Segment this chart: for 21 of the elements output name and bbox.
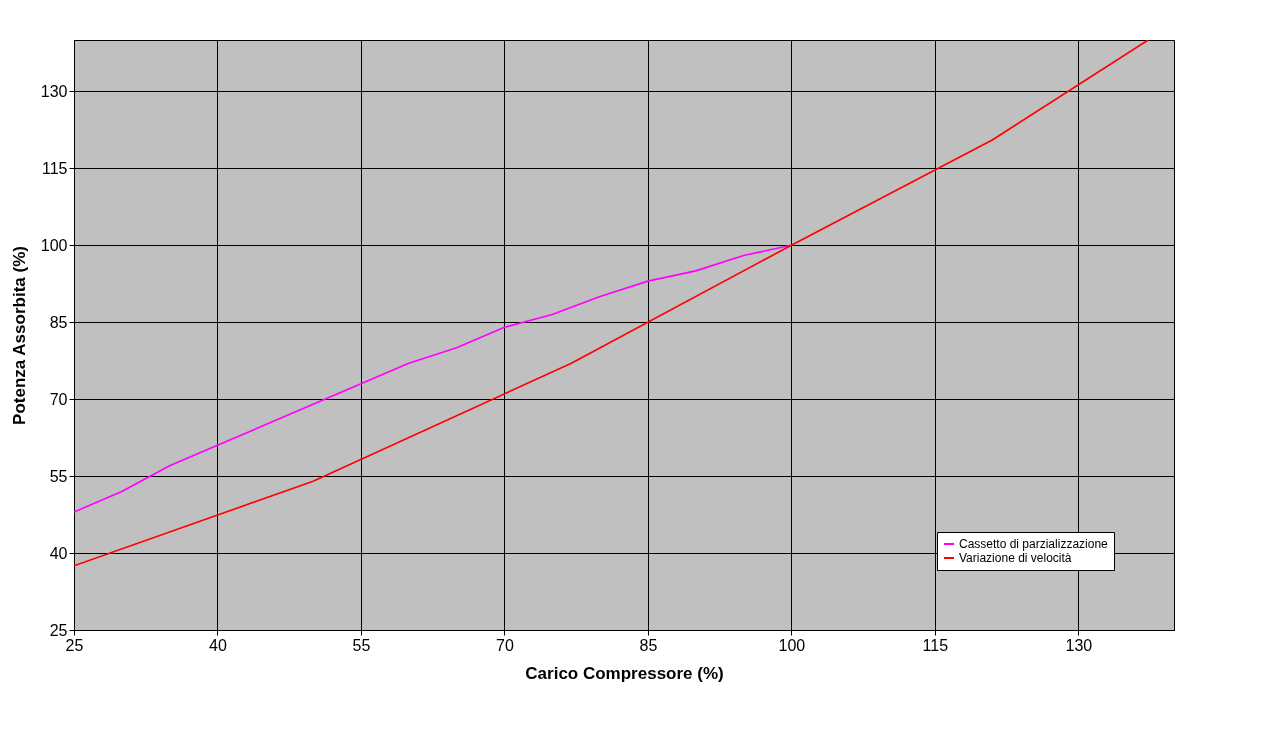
x-tick-label: 40 bbox=[209, 636, 227, 654]
x-tick-label: 25 bbox=[65, 636, 84, 654]
legend-label: Cassetto di parzializzazione bbox=[959, 537, 1109, 551]
x-axis-title: Carico Compressore (%) bbox=[525, 663, 724, 683]
x-tick-label: 85 bbox=[639, 636, 658, 654]
legend-label: Variazione di velocità bbox=[959, 551, 1072, 565]
x-tick-label: 70 bbox=[496, 636, 514, 654]
y-tick-label: 40 bbox=[49, 544, 68, 562]
x-tick-label: 55 bbox=[352, 636, 371, 654]
y-tick-label: 25 bbox=[49, 621, 68, 639]
y-axis-title: Potenza Assorbita (%) bbox=[9, 246, 29, 425]
y-tick-label: 115 bbox=[41, 159, 68, 177]
y-tick-label: 100 bbox=[40, 236, 68, 254]
y-tick-label: 130 bbox=[40, 82, 68, 100]
line-series bbox=[74, 40, 1149, 567]
y-tick-label: 70 bbox=[49, 390, 68, 408]
x-tick-label: 115 bbox=[922, 636, 949, 654]
x-tick-label: 130 bbox=[1065, 636, 1093, 654]
x-tick-label: 100 bbox=[778, 636, 806, 654]
y-tick-label: 85 bbox=[49, 313, 68, 331]
y-tick-label: 55 bbox=[49, 467, 68, 485]
